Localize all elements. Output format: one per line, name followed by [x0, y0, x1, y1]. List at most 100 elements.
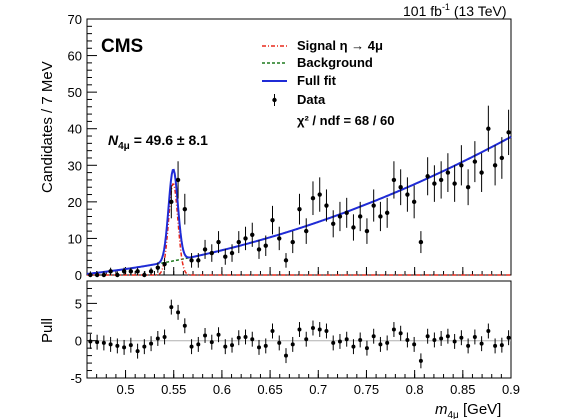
data-point: [223, 254, 228, 259]
pull-point: [351, 344, 356, 349]
pull-point: [176, 310, 181, 315]
x-tick-label: 0.65: [257, 382, 282, 397]
data-point: [452, 181, 457, 186]
main-y-tick-label: 40: [68, 122, 82, 137]
data-point: [148, 269, 154, 274]
data-point: [411, 199, 417, 205]
pull-point: [297, 327, 302, 332]
pull-point: [439, 336, 444, 341]
pull-point: [398, 331, 403, 336]
data-point: [492, 163, 498, 168]
pull-point: [324, 328, 329, 333]
data-point: [101, 272, 107, 278]
pull-y-tick-label: -5: [70, 371, 82, 386]
x-tick-label: 0.75: [354, 382, 379, 397]
pull-axis: -5 0 5 0.5 0.55 0.6 0.65 0.7 0.75 0.8 0.85 0.9: [70, 280, 520, 397]
pull-points: [88, 299, 511, 369]
main-y-tick-label: 20: [68, 195, 82, 210]
data-point: [142, 272, 147, 278]
pull-point: [128, 343, 133, 348]
pull-point: [385, 340, 390, 345]
pull-point: [445, 334, 450, 339]
pull-point: [142, 344, 147, 349]
pull-point: [169, 305, 174, 310]
pull-point: [378, 342, 383, 347]
pull-point: [243, 334, 248, 339]
pull-point: [270, 328, 275, 333]
data-point: [236, 239, 241, 245]
pull-point: [135, 349, 140, 354]
pull-y-axis-title: Pull: [39, 318, 56, 343]
data-point: [121, 269, 127, 274]
pull-point: [499, 343, 504, 348]
data-point: [128, 269, 134, 274]
pull-point: [358, 337, 363, 342]
data-point: [384, 210, 390, 216]
data-point: [364, 228, 370, 234]
pull-point: [310, 326, 315, 331]
data-point: [277, 236, 282, 241]
data-point: [94, 272, 100, 278]
data-point: [162, 261, 167, 267]
signal-curve: [87, 183, 511, 276]
pull-point: [162, 334, 167, 339]
legend-signal-label: Signal η → 4μ: [297, 38, 383, 53]
pull-point: [101, 340, 106, 345]
pull-point: [250, 337, 255, 342]
pull-point: [122, 345, 127, 350]
pull-point: [263, 343, 268, 348]
pull-point: [425, 334, 430, 339]
x-axis-title: m4μ [GeV]: [435, 401, 501, 419]
data-point: [108, 269, 113, 274]
pull-point: [391, 327, 396, 332]
data-point: [88, 272, 93, 278]
main-y-tick-label: 0: [75, 268, 82, 283]
pull-point: [412, 342, 417, 347]
data-point: [155, 265, 161, 270]
pull-point: [459, 335, 464, 340]
main-axis: 0 10 20 30 40 50 60 70: [68, 12, 512, 283]
pull-point: [189, 344, 194, 349]
pull-point: [196, 342, 201, 347]
pull-point: [371, 334, 376, 339]
pull-point: [331, 340, 336, 345]
data-point: [486, 126, 491, 131]
pull-point: [337, 339, 342, 344]
fitted-yield: N4μ = 49.6 ± 8.1: [108, 132, 208, 152]
legend-background-label: Background: [297, 55, 373, 70]
data-point: [472, 159, 478, 164]
data-point: [418, 239, 424, 245]
pull-y-tick-label: 0: [75, 334, 82, 349]
x-tick-label: 0.8: [406, 382, 424, 397]
chi2-label: χ² / ndf = 68 / 60: [297, 113, 394, 128]
pull-point: [486, 328, 491, 333]
pull-point: [466, 343, 471, 348]
pull-point: [203, 333, 208, 338]
data-point: [405, 192, 410, 197]
pull-point: [108, 342, 113, 347]
data-point: [479, 170, 484, 175]
data-point: [169, 199, 174, 205]
data-point: [135, 269, 140, 274]
data-point: [196, 258, 201, 263]
data-point: [297, 206, 302, 212]
pull-point: [236, 335, 241, 340]
data-point: [391, 177, 397, 183]
data-point: [378, 214, 383, 219]
pull-point: [317, 327, 322, 332]
legend-data-marker: [272, 97, 277, 103]
main-y-tick-label: 30: [68, 158, 82, 173]
pull-point: [149, 341, 154, 346]
pull-point: [182, 323, 187, 328]
data-point: [182, 206, 188, 212]
data-point: [324, 203, 329, 208]
pull-point: [115, 343, 120, 348]
pull-point: [304, 337, 309, 342]
data-point: [317, 192, 322, 197]
pull-y-tick-label: 5: [75, 296, 82, 311]
pull-point: [452, 339, 457, 344]
main-y-tick-label: 10: [68, 231, 82, 246]
x-tick-label: 0.85: [450, 382, 475, 397]
x-tick-label: 0.7: [309, 382, 327, 397]
